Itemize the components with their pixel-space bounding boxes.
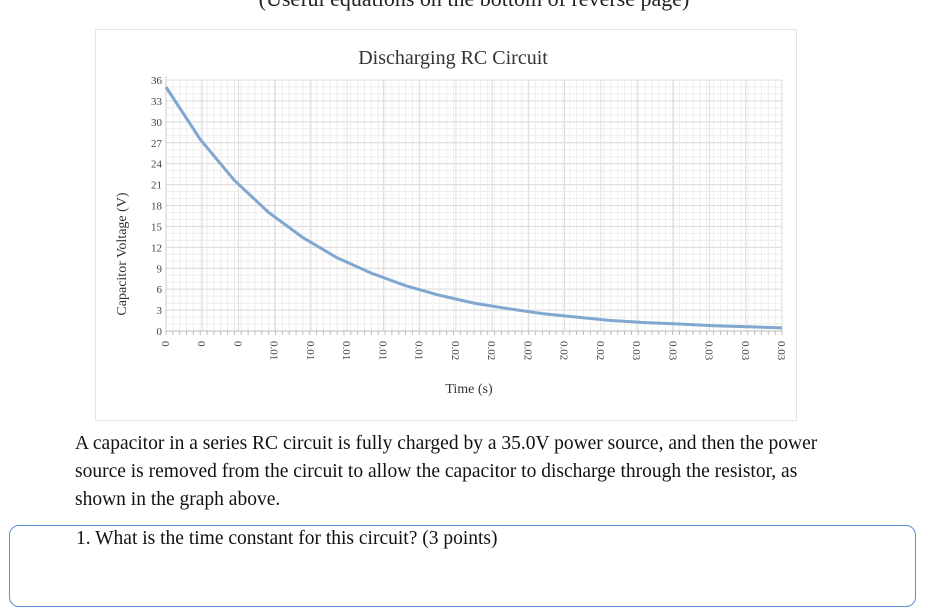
voltage-curve xyxy=(164,86,783,330)
x-tick-label: 0 xyxy=(195,341,207,347)
problem-statement: A capacitor in a series RC circuit is fu… xyxy=(75,433,818,510)
x-tick-label: 0.01 xyxy=(304,341,316,360)
x-tick-label: 0.01 xyxy=(340,341,352,360)
chart-panel: Discharging RC Circuit Time (s) Capacito… xyxy=(95,29,797,421)
chart-title: Discharging RC Circuit xyxy=(358,47,548,69)
y-tick-label: 18 xyxy=(151,201,163,213)
y-axis-label: Capacitor Voltage (V) xyxy=(115,192,130,315)
y-tick-label: 24 xyxy=(151,159,163,171)
x-tick-label: 0.03 xyxy=(775,341,787,361)
x-tick-label: 0.03 xyxy=(703,341,715,361)
grid xyxy=(165,79,783,332)
question-1: 1. What is the time constant for this ci… xyxy=(76,528,498,549)
x-tick-labels: 0 0 0 0.01 0.01 0.01 0.01 0.01 0.02 0.02 0.02 0.02 0… xyxy=(159,341,787,361)
y-tick-label: 30 xyxy=(151,117,163,129)
x-tick-label: 0.02 xyxy=(594,341,606,360)
answer-box[interactable]: 1. What is the time constant for this ci… xyxy=(9,525,916,607)
y-tick-label: 3 xyxy=(157,305,163,317)
y-tick-label: 15 xyxy=(151,221,163,233)
x-axis-label: Time (s) xyxy=(445,382,493,397)
y-tick-label: 33 xyxy=(151,96,163,108)
y-tick-label: 36 xyxy=(151,75,163,87)
y-tick-label: 27 xyxy=(151,138,163,150)
x-tick-label: 0.01 xyxy=(376,341,388,360)
discharge-chart: Discharging RC Circuit Time (s) Capacito… xyxy=(115,47,787,397)
x-tick-label: 0.03 xyxy=(739,341,751,361)
y-tick-label: 6 xyxy=(157,284,163,296)
x-tick-label: 0.02 xyxy=(558,341,570,360)
y-tick-label: 9 xyxy=(157,263,163,275)
x-tick-label: 0.03 xyxy=(666,341,678,361)
x-tick-label: 0 xyxy=(231,341,243,347)
x-tick-label: 0.03 xyxy=(630,341,642,361)
x-tick-label: 0.02 xyxy=(521,341,533,360)
x-tick-label: 0.02 xyxy=(449,341,461,360)
y-tick-label: 21 xyxy=(151,180,162,192)
x-tick-label: 0 xyxy=(159,341,171,347)
x-tick-label: 0.01 xyxy=(413,341,425,360)
x-tick-label: 0.02 xyxy=(485,341,497,360)
page-caption: (Useful equations on the bottom of rever… xyxy=(0,0,948,12)
axes xyxy=(165,76,783,335)
y-tick-label: 12 xyxy=(151,242,162,254)
x-tick-label: 0.01 xyxy=(268,341,280,360)
y-tick-label: 0 xyxy=(157,326,163,338)
